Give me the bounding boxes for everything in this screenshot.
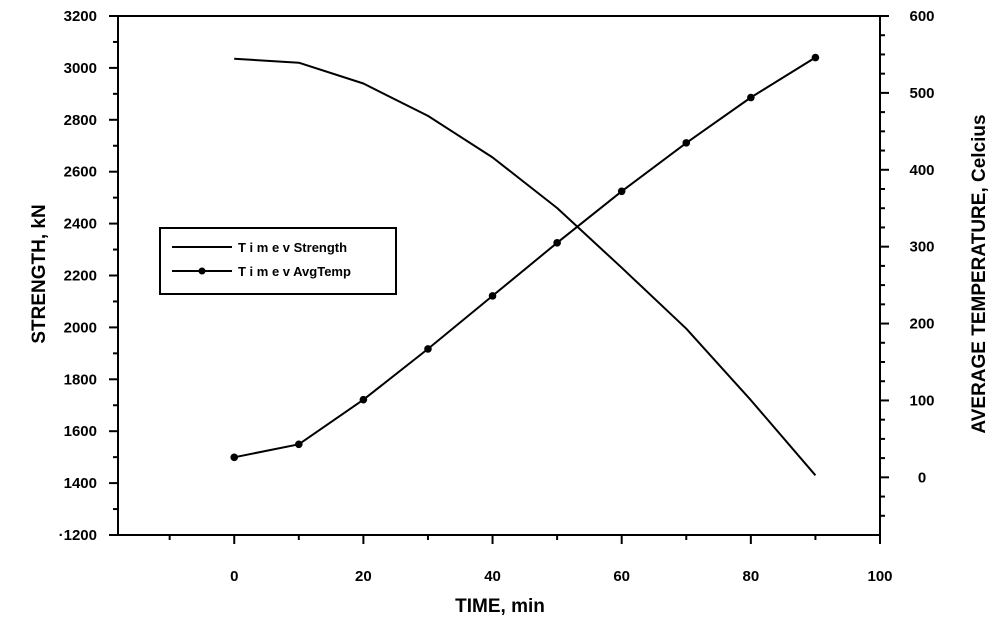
avgtemp-data-point: [747, 93, 755, 102]
y-tick-label: 2600: [64, 164, 97, 181]
x-tick-label: 100: [867, 568, 892, 585]
series-line-strength: [234, 57, 817, 476]
avgtemp-data-point: [488, 292, 497, 300]
avgtemp-data-point: [553, 239, 561, 247]
y2-tick-label: 400: [909, 162, 934, 179]
avgtemp-data-point: [682, 139, 691, 147]
legend-label-avgtemp: T i m e v AvgTemp: [238, 264, 351, 279]
y-tick-label: 1600: [64, 423, 97, 440]
avgtemp-data-point: [424, 345, 432, 353]
y2-tick-label: 600: [909, 8, 934, 25]
legend: T i m e v Strength T i m e v AvgTemp: [159, 227, 397, 295]
x-tick-label: 40: [484, 568, 501, 585]
y-tick-label: 2800: [64, 112, 97, 129]
avgtemp-data-point: [295, 440, 303, 449]
legend-marker-avgtemp: [198, 267, 206, 275]
legend-box: [159, 227, 397, 295]
y-tick-label: 2400: [64, 216, 97, 233]
y2-tick-label: 200: [909, 316, 934, 333]
legend-label-strength: T i m e v Strength: [238, 240, 347, 255]
avgtemp-data-point: [617, 187, 626, 196]
y-tick-label: 1400: [64, 475, 97, 492]
avgtemp-data-point: [359, 395, 368, 404]
avgtemp-data-point: [811, 53, 820, 62]
y-tick-label: 2200: [64, 268, 97, 285]
x-tick-label: 80: [743, 568, 760, 585]
y-tick-label: 3000: [64, 60, 97, 77]
series-line-avgtemp: [234, 56, 816, 459]
right-y-axis-ticks: 0 100 200 300 400 500 600: [880, 8, 935, 517]
avgtemp-data-point: [230, 453, 239, 462]
x-axis-ticks: 0 20 40 60 80 100: [168, 535, 893, 585]
y-tick-label: 3200: [64, 8, 97, 25]
left-y-axis-ticks: ·1200 1400 1600 1800 2000 2200 2400 2600 2800 300…: [59, 8, 118, 544]
x-axis-title: TIME, min: [455, 596, 545, 617]
y2-tick-label: 0: [918, 469, 926, 486]
y2-tick-label: 100: [909, 392, 934, 409]
x-tick-label: 20: [355, 568, 372, 585]
left-y-axis-title: STRENGTH, kN: [29, 204, 50, 343]
x-tick-label: 0: [230, 568, 238, 585]
y-tick-label: ·1200: [59, 527, 97, 544]
y-tick-label: 1800: [64, 371, 97, 388]
y2-tick-label: 300: [909, 239, 934, 256]
y2-tick-label: 500: [909, 85, 934, 102]
right-y-axis-title: AVERAGE TEMPERATURE, Celcius: [969, 114, 990, 433]
series-layer: [230, 53, 820, 476]
x-tick-label: 60: [613, 568, 630, 585]
y-tick-label: 2000: [64, 319, 97, 336]
